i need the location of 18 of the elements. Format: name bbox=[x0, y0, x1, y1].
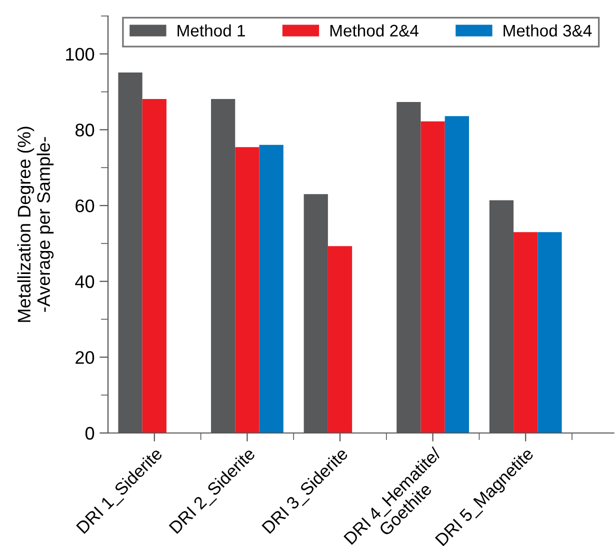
bar bbox=[538, 232, 562, 433]
bar bbox=[420, 121, 445, 433]
y-tick-label: 100 bbox=[66, 48, 94, 61]
bar bbox=[235, 147, 260, 433]
y-tick-label: 0 bbox=[85, 426, 94, 440]
bar bbox=[514, 232, 538, 433]
y-tick-label: 60 bbox=[76, 199, 94, 212]
bar bbox=[444, 116, 469, 433]
legend-label: Method 1 bbox=[178, 24, 245, 37]
bar bbox=[142, 99, 166, 433]
y-axis-title: Metallization Degree (%) -Average per Sample- bbox=[17, 126, 54, 322]
legend-label: Method 3&4 bbox=[504, 24, 592, 37]
bar bbox=[328, 246, 352, 433]
y-tick-label: 40 bbox=[75, 275, 94, 288]
y-tick-label: 80 bbox=[76, 124, 94, 136]
legend-label: Method 2&4 bbox=[330, 24, 418, 37]
y-tick-label: 20 bbox=[76, 351, 94, 364]
bar bbox=[259, 144, 284, 433]
